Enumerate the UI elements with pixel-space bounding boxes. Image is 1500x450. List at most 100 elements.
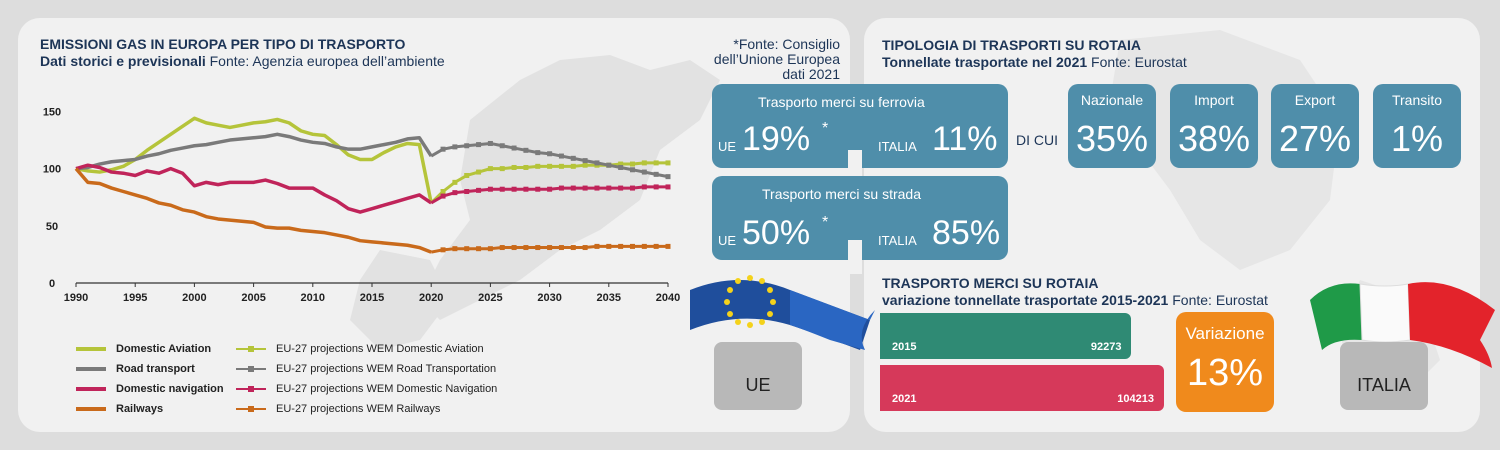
series-point-4 bbox=[476, 169, 482, 175]
series-point-5 bbox=[547, 151, 553, 157]
freight-bar-value: 92273 bbox=[1090, 341, 1122, 353]
series-point-5 bbox=[440, 146, 446, 152]
series-point-6 bbox=[665, 184, 671, 190]
freight-bar-year: 2021 bbox=[892, 393, 917, 405]
series-point-6 bbox=[452, 190, 458, 196]
series-point-6 bbox=[606, 185, 612, 191]
series-point-6 bbox=[511, 186, 517, 192]
ferrovia-ue-label: UE bbox=[718, 139, 737, 154]
series-point-4 bbox=[499, 166, 505, 172]
variazione-value: 13% bbox=[1186, 352, 1264, 394]
type-box-import: Import 38% bbox=[1170, 84, 1258, 168]
type-box-export: Export 27% bbox=[1271, 84, 1359, 168]
series-point-6 bbox=[440, 193, 446, 199]
series-point-7 bbox=[547, 245, 553, 251]
series-point-7 bbox=[606, 243, 612, 249]
series-point-4 bbox=[641, 160, 647, 166]
series-point-4 bbox=[629, 161, 635, 167]
series-point-5 bbox=[523, 147, 529, 153]
series-point-4 bbox=[464, 172, 470, 178]
variazione-box: Variazione 13% bbox=[1176, 312, 1274, 412]
series-point-6 bbox=[558, 185, 564, 191]
strada-ue-label: UE bbox=[718, 233, 737, 248]
strada-it-label: ITALIA bbox=[878, 233, 917, 248]
x-tick-label: 1995 bbox=[123, 292, 147, 304]
strada-box: Trasporto merci su strada UE 50% * ITALI… bbox=[712, 176, 1008, 260]
series-point-6 bbox=[594, 185, 600, 191]
series-point-4 bbox=[535, 163, 541, 169]
eu-flag-icon bbox=[690, 275, 875, 350]
italy-flag-icon bbox=[1310, 282, 1495, 368]
series-point-5 bbox=[452, 144, 458, 150]
emissions-line-chart: 1990 1995 2000 2005 2010 2015 2020 2025 2030 2035… bbox=[43, 106, 680, 304]
rail-types-subtitle: Tonnellate trasportate nel 2021 Fonte: E… bbox=[882, 54, 1187, 70]
y-tick-label: 50 bbox=[46, 221, 58, 233]
series-point-7 bbox=[464, 246, 470, 252]
legend-swatch bbox=[76, 367, 106, 371]
rail-freight-title: TRASPORTO MERCI SU ROTAIA bbox=[882, 275, 1099, 291]
series-point-4 bbox=[665, 160, 671, 166]
series-point-5 bbox=[618, 164, 624, 170]
legend-label: Domestic navigation bbox=[116, 383, 224, 395]
series-point-7 bbox=[641, 243, 647, 249]
legend-marker bbox=[248, 386, 254, 392]
series-point-5 bbox=[594, 160, 600, 166]
series-point-7 bbox=[440, 247, 446, 253]
series-point-6 bbox=[523, 186, 529, 192]
ferrovia-ue-value: 19% bbox=[742, 120, 811, 158]
series-point-4 bbox=[558, 163, 564, 169]
series-point-4 bbox=[487, 166, 493, 172]
series-point-6 bbox=[464, 189, 470, 194]
series-point-7 bbox=[558, 245, 564, 251]
ferrovia-ue-star: * bbox=[822, 120, 829, 137]
series-point-4 bbox=[570, 163, 576, 169]
series-point-5 bbox=[582, 158, 588, 164]
series-point-7 bbox=[535, 245, 541, 251]
series-point-5 bbox=[558, 153, 564, 159]
source-note: *Fonte: Consiglio dell’Unione Europea da… bbox=[713, 36, 840, 82]
series-point-5 bbox=[499, 143, 505, 149]
rail-freight-subtitle: variazione tonnellate trasportate 2015-2… bbox=[882, 292, 1268, 308]
series-point-6 bbox=[499, 186, 505, 192]
series-line-3 bbox=[74, 167, 432, 254]
y-tick-label: 0 bbox=[49, 278, 55, 290]
legend-swatch bbox=[76, 347, 106, 351]
series-line-2 bbox=[75, 163, 433, 214]
series-point-5 bbox=[629, 167, 635, 173]
type-box-transito: Transito 1% bbox=[1373, 84, 1461, 168]
series-point-7 bbox=[594, 243, 600, 249]
series-point-7 bbox=[582, 245, 588, 251]
series-point-7 bbox=[629, 243, 635, 249]
x-tick-label: 1990 bbox=[64, 292, 88, 304]
x-tick-label: 2025 bbox=[478, 292, 502, 304]
legend-label: Road transport bbox=[116, 363, 195, 375]
series-point-6 bbox=[653, 184, 659, 190]
freight-bar-value: 104213 bbox=[1117, 393, 1154, 405]
legend-label: Domestic Aviation bbox=[116, 343, 212, 355]
series-point-5 bbox=[487, 140, 493, 146]
x-tick-label: 2000 bbox=[182, 292, 206, 304]
x-tick-label: 2035 bbox=[597, 292, 621, 304]
series-point-5 bbox=[464, 143, 470, 149]
series-point-5 bbox=[641, 169, 647, 175]
x-tick-label: 2010 bbox=[301, 292, 325, 304]
di-cui-label: DI CUI bbox=[1016, 132, 1058, 148]
legend-marker bbox=[248, 366, 254, 372]
series-point-4 bbox=[582, 162, 588, 168]
ue-tag: UE bbox=[714, 342, 802, 410]
y-tick-label: 150 bbox=[43, 106, 61, 118]
strada-ue-value: 50% bbox=[742, 214, 811, 252]
chart-subtitle: Dati storici e previsionali Fonte: Agenz… bbox=[40, 53, 445, 69]
series-point-7 bbox=[452, 246, 458, 252]
freight-bar: 2021 104213 bbox=[880, 365, 1164, 411]
series-point-7 bbox=[476, 246, 482, 252]
legend-label: EU-27 projections WEM Railways bbox=[276, 403, 441, 415]
strada-it-value: 85% bbox=[932, 214, 1001, 252]
legend-swatch bbox=[76, 387, 106, 391]
ferrovia-it-value: 11% bbox=[932, 120, 998, 158]
series-point-5 bbox=[665, 174, 671, 180]
series-point-5 bbox=[606, 162, 612, 168]
legend-label: EU-27 projections WEM Road Transportatio… bbox=[276, 363, 497, 375]
legend-marker bbox=[248, 406, 254, 412]
series-line-1 bbox=[75, 132, 433, 171]
